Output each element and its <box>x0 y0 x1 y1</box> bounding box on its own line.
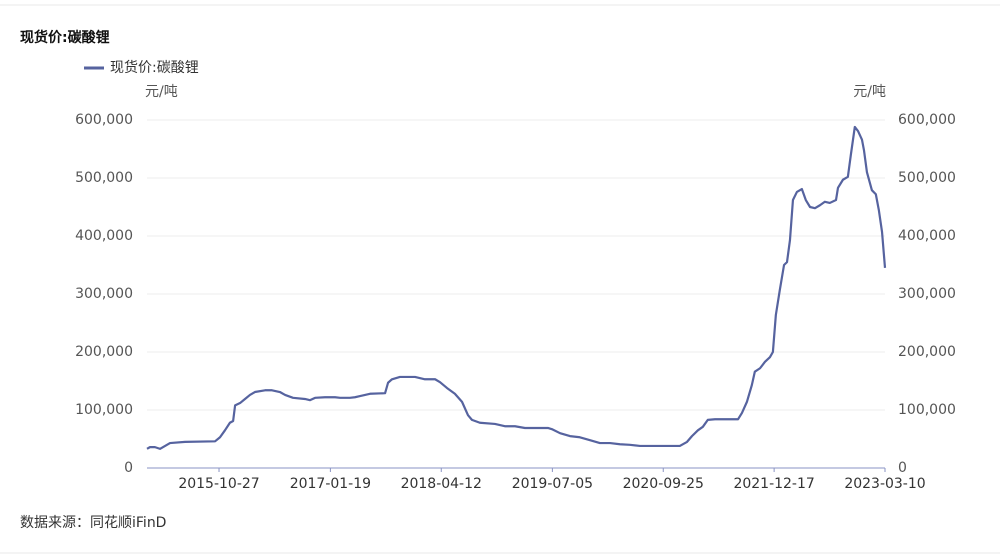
x-tick-label: 2019-07-05 <box>512 476 593 492</box>
y-tick-label: 400,000 <box>75 228 133 244</box>
x-tick-label: 2023-03-10 <box>844 476 925 492</box>
y2-tick-label: 300,000 <box>898 286 956 302</box>
legend-label: 现货价:碳酸锂 <box>110 59 199 76</box>
chart-title: 现货价:碳酸锂 <box>20 29 110 46</box>
y-tick-label: 200,000 <box>75 344 133 360</box>
x-tick-label: 2017-01-19 <box>290 476 371 492</box>
y2-axis-unit: 元/吨 <box>853 84 886 100</box>
x-tick-label: 2015-10-27 <box>178 476 259 492</box>
x-tick-label: 2021-12-17 <box>733 476 814 492</box>
x-tick-label: 2018-04-12 <box>401 476 482 492</box>
y-tick-label: 100,000 <box>75 402 133 418</box>
y2-tick-label: 400,000 <box>898 228 956 244</box>
y2-tick-label: 500,000 <box>898 170 956 186</box>
y-tick-label: 0 <box>124 460 133 476</box>
y2-tick-label: 100,000 <box>898 402 956 418</box>
y-tick-label: 300,000 <box>75 286 133 302</box>
source-note: 数据来源：同花顺iFinD <box>20 515 166 531</box>
y-axis-unit: 元/吨 <box>145 84 178 100</box>
series-line <box>146 125 887 450</box>
y-tick-label: 600,000 <box>75 112 133 128</box>
y2-tick-label: 200,000 <box>898 344 956 360</box>
x-tick-label: 2020-09-25 <box>623 476 704 492</box>
y2-tick-label: 0 <box>898 460 907 476</box>
y-tick-label: 500,000 <box>75 170 133 186</box>
y2-tick-label: 600,000 <box>898 112 956 128</box>
